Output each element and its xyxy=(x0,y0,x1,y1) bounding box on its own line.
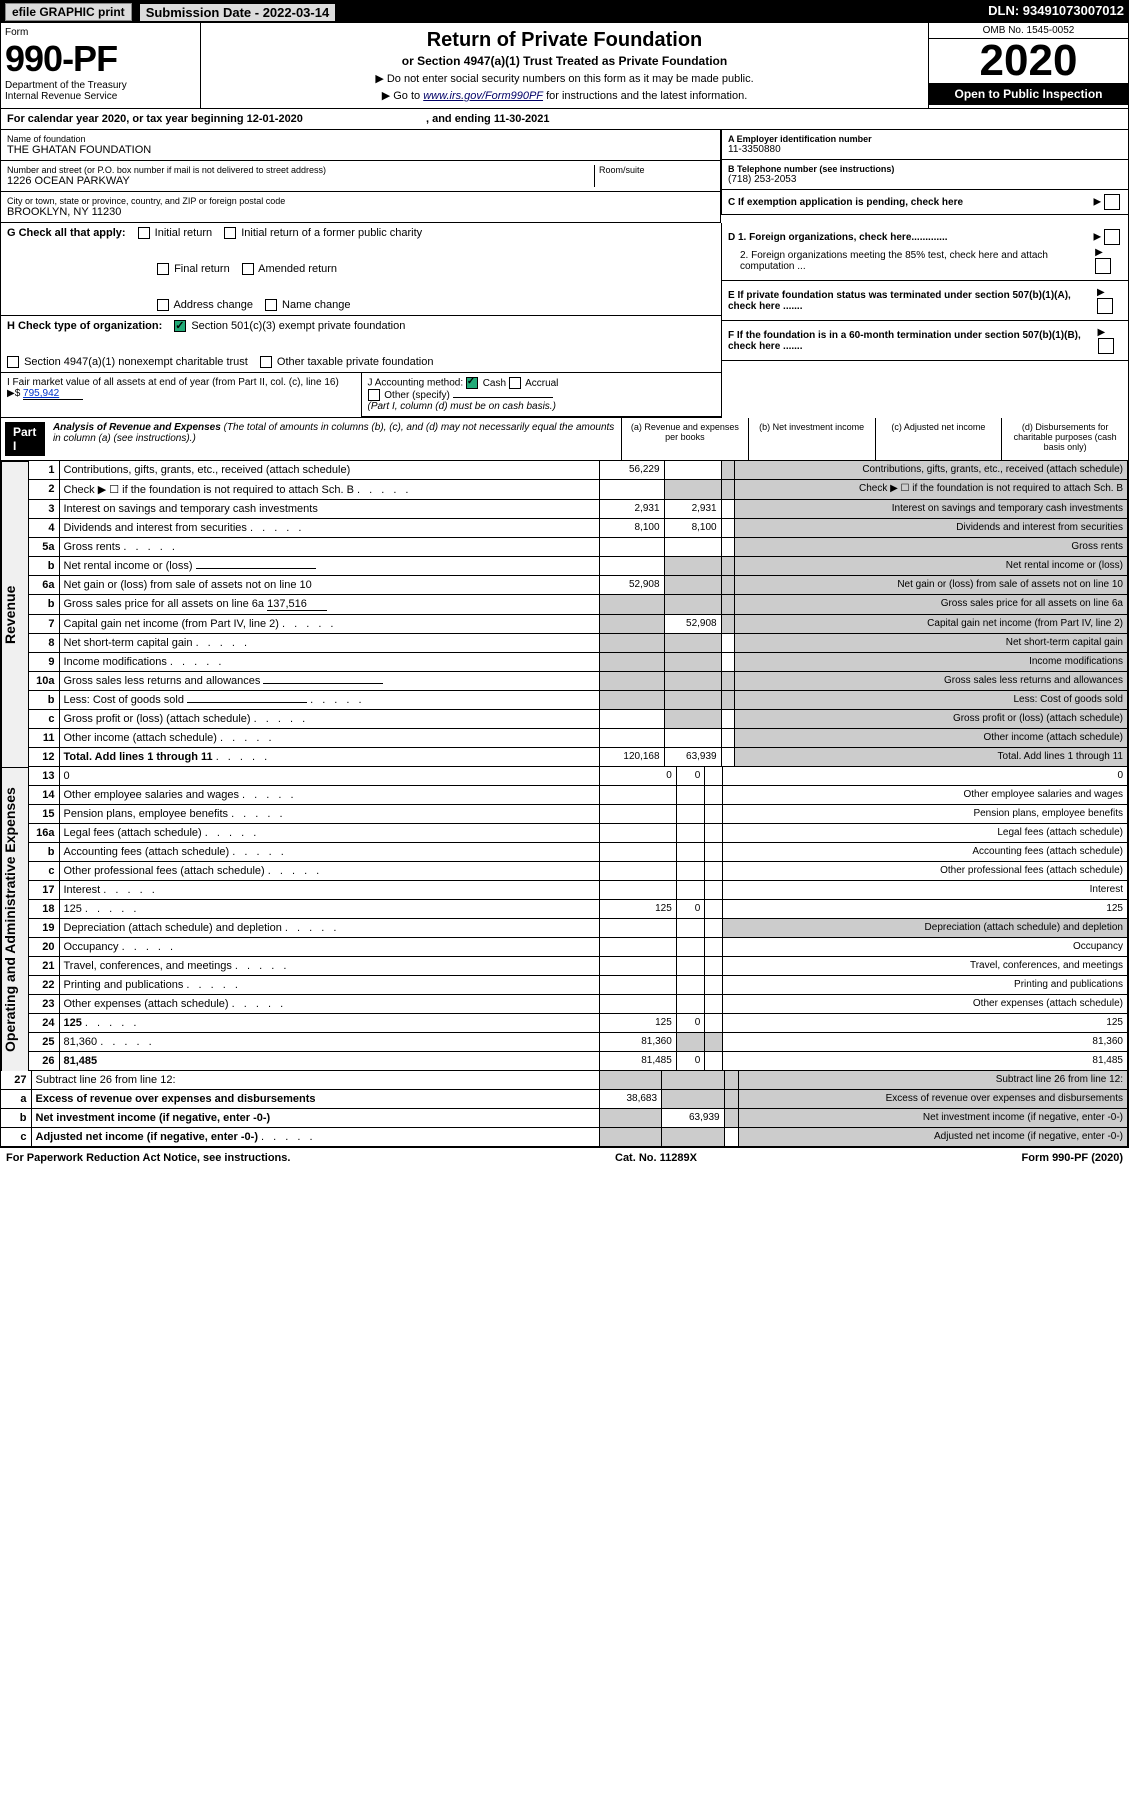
form-title: Return of Private Foundation xyxy=(207,29,922,52)
j-other-checkbox[interactable] xyxy=(368,389,380,401)
foundation-name: THE GHATAN FOUNDATION xyxy=(7,144,714,156)
revenue-table: 1Contributions, gifts, grants, etc., rec… xyxy=(29,461,1128,767)
tel-label: B Telephone number (see instructions) xyxy=(728,164,1122,174)
col-b-header: (b) Net investment income xyxy=(748,418,875,460)
f-checkbox[interactable] xyxy=(1098,338,1114,354)
e-label: E If private foundation status was termi… xyxy=(728,290,1097,312)
expenses-side-label: Operating and Administrative Expenses xyxy=(1,767,29,1071)
tel-value: (718) 253-2053 xyxy=(728,174,1122,185)
c-checkbox[interactable] xyxy=(1104,194,1120,210)
efile-button[interactable]: efile GRAPHIC print xyxy=(5,3,132,21)
g-initial-former-checkbox[interactable] xyxy=(224,227,236,239)
foundation-addr: 1226 OCEAN PARKWAY xyxy=(7,175,594,187)
part1-title: Analysis of Revenue and Expenses xyxy=(53,422,221,433)
city-label: City or town, state or province, country… xyxy=(7,196,714,206)
note-goto-post: for instructions and the latest informat… xyxy=(543,90,747,102)
dept-label: Department of the Treasury xyxy=(5,80,196,91)
part1-label: Part I xyxy=(5,422,45,456)
footer-right: Form 990-PF (2020) xyxy=(1022,1152,1124,1164)
g-address-checkbox[interactable] xyxy=(157,299,169,311)
foundation-city: BROOKLYN, NY 11230 xyxy=(7,206,714,218)
room-label: Room/suite xyxy=(599,165,714,175)
form-subtitle: or Section 4947(a)(1) Trust Treated as P… xyxy=(207,54,922,68)
h-label: H Check type of organization: xyxy=(7,320,162,332)
d1-checkbox[interactable] xyxy=(1104,229,1120,245)
j-accrual-checkbox[interactable] xyxy=(509,377,521,389)
j-note: (Part I, column (d) must be on cash basi… xyxy=(368,401,556,412)
irs-label: Internal Revenue Service xyxy=(5,91,196,102)
tax-year: 2020 xyxy=(929,39,1128,83)
col-c-header: (c) Adjusted net income xyxy=(875,418,1002,460)
arrow-icon: ▶ xyxy=(1095,247,1103,258)
form-number: 990-PF xyxy=(5,38,196,80)
form990pf-link[interactable]: www.irs.gov/Form990PF xyxy=(423,90,543,102)
j-label: J Accounting method: xyxy=(368,378,464,389)
footer-left: For Paperwork Reduction Act Notice, see … xyxy=(6,1152,290,1164)
g-label: G Check all that apply: xyxy=(7,227,126,239)
arrow-icon: ▶ xyxy=(1094,232,1102,243)
expenses-table: 13000014Other employee salaries and wage… xyxy=(29,767,1128,1071)
c-label: C If exemption application is pending, c… xyxy=(728,197,963,208)
cal-year-begin: For calendar year 2020, or tax year begi… xyxy=(7,113,303,125)
ein-value: 11-3350880 xyxy=(728,144,1122,155)
j-cash-checkbox[interactable] xyxy=(466,377,478,389)
ein-label: A Employer identification number xyxy=(728,134,1122,144)
form-label: Form xyxy=(5,27,196,38)
h-501c3-checkbox[interactable] xyxy=(174,320,186,332)
e-checkbox[interactable] xyxy=(1097,298,1113,314)
addr-label: Number and street (or P.O. box number if… xyxy=(7,165,594,175)
dln-label: DLN: 93491073007012 xyxy=(988,3,1124,21)
g-name-checkbox[interactable] xyxy=(265,299,277,311)
cal-year-end: , and ending 11-30-2021 xyxy=(426,113,550,125)
d2-checkbox[interactable] xyxy=(1095,258,1111,274)
d2-label: 2. Foreign organizations meeting the 85%… xyxy=(728,250,1095,272)
h-4947-checkbox[interactable] xyxy=(7,356,19,368)
g-amended-checkbox[interactable] xyxy=(242,263,254,275)
col-d-header: (d) Disbursements for charitable purpose… xyxy=(1001,418,1128,460)
arrow-icon: ▶ xyxy=(1094,197,1102,208)
g-final-checkbox[interactable] xyxy=(157,263,169,275)
note-ssn: ▶ Do not enter social security numbers o… xyxy=(207,72,922,85)
col-a-header: (a) Revenue and expenses per books xyxy=(621,418,748,460)
name-label: Name of foundation xyxy=(7,134,714,144)
open-public-label: Open to Public Inspection xyxy=(929,83,1128,105)
line27-table: 27Subtract line 26 from line 12:Subtract… xyxy=(1,1071,1128,1147)
revenue-side-label: Revenue xyxy=(1,461,29,767)
d1-label: D 1. Foreign organizations, check here..… xyxy=(728,232,948,243)
g-initial-checkbox[interactable] xyxy=(138,227,150,239)
f-label: F If the foundation is in a 60-month ter… xyxy=(728,330,1098,352)
h-other-checkbox[interactable] xyxy=(260,356,272,368)
arrow-icon: ▶ xyxy=(1097,287,1105,298)
top-bar: efile GRAPHIC print Submission Date - 20… xyxy=(1,1,1128,23)
footer-mid: Cat. No. 11289X xyxy=(615,1152,697,1164)
i-value[interactable]: 795,942 xyxy=(23,388,83,400)
submission-date: Submission Date - 2022-03-14 xyxy=(140,4,336,21)
arrow-icon: ▶ xyxy=(1098,327,1106,338)
note-goto-pre: ▶ Go to xyxy=(382,90,423,102)
